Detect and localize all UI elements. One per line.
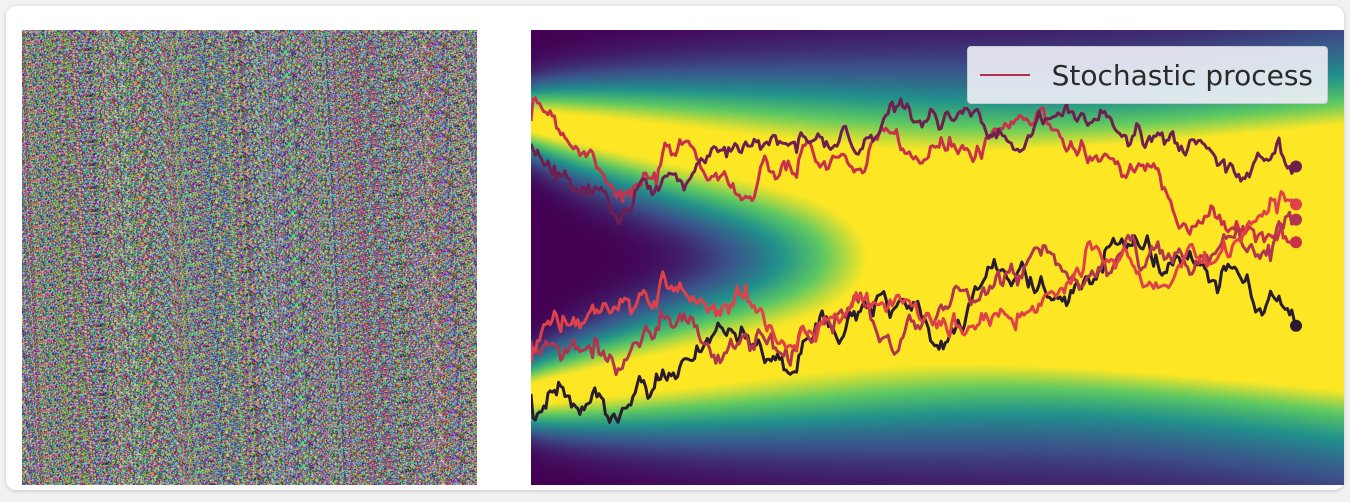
legend: Stochastic process (966, 46, 1328, 104)
paths-group (531, 96, 1302, 424)
plot-area (531, 30, 1344, 485)
stochastic-plot: Stochastic process (531, 30, 1344, 485)
legend-label: Stochastic process (1051, 58, 1313, 92)
process-path-5 (531, 190, 1297, 364)
figure-card: Stochastic process (6, 6, 1344, 490)
process-path-3 (531, 210, 1298, 377)
noise-image (22, 30, 477, 485)
process-endpoint-2 (1290, 319, 1302, 332)
process-endpoint-5 (1290, 198, 1302, 211)
process-path-1 (531, 96, 1298, 245)
process-endpoint-3 (1290, 213, 1302, 226)
process-path-2 (531, 234, 1298, 424)
process-endpoint-1 (1290, 236, 1302, 249)
legend-swatch (979, 74, 1030, 76)
process-endpoint-4 (1290, 160, 1302, 173)
process-path-4 (531, 97, 1298, 225)
